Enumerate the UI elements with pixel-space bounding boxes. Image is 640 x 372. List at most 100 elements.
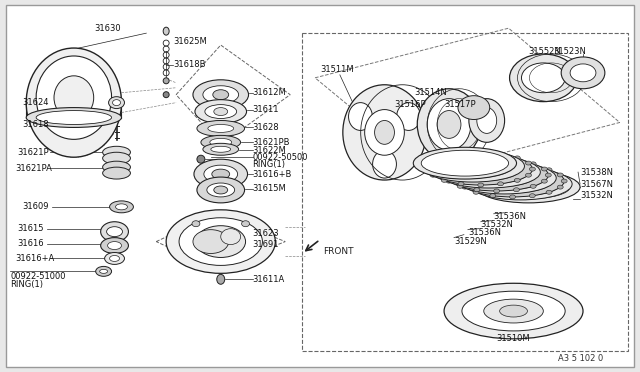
Ellipse shape: [561, 57, 605, 89]
Ellipse shape: [26, 108, 122, 128]
Ellipse shape: [487, 175, 570, 199]
Ellipse shape: [462, 185, 468, 189]
Ellipse shape: [109, 256, 120, 262]
Text: 31621P: 31621P: [17, 148, 49, 157]
Ellipse shape: [561, 179, 567, 183]
Text: 31552N: 31552N: [529, 46, 561, 55]
Text: 31532N: 31532N: [580, 192, 613, 201]
Ellipse shape: [449, 160, 529, 184]
Ellipse shape: [474, 158, 480, 163]
Ellipse shape: [413, 147, 516, 179]
Ellipse shape: [490, 164, 496, 169]
Ellipse shape: [457, 163, 536, 187]
Ellipse shape: [163, 78, 169, 84]
Ellipse shape: [430, 161, 436, 165]
Text: 00922-50500: 00922-50500: [253, 153, 308, 162]
Ellipse shape: [197, 177, 244, 203]
Text: RING(1): RING(1): [253, 160, 285, 169]
Ellipse shape: [477, 171, 580, 203]
Ellipse shape: [203, 86, 239, 104]
Ellipse shape: [529, 167, 536, 171]
Ellipse shape: [444, 283, 583, 339]
Ellipse shape: [493, 157, 500, 161]
Ellipse shape: [179, 218, 262, 265]
Ellipse shape: [109, 201, 133, 213]
Ellipse shape: [102, 167, 131, 179]
Ellipse shape: [426, 167, 432, 171]
Ellipse shape: [497, 153, 504, 157]
Ellipse shape: [458, 153, 464, 157]
Text: 31625M: 31625M: [173, 36, 207, 46]
Text: 31630: 31630: [95, 24, 122, 33]
Ellipse shape: [490, 194, 496, 198]
Ellipse shape: [196, 226, 246, 257]
Ellipse shape: [442, 156, 447, 160]
Ellipse shape: [192, 221, 200, 227]
Ellipse shape: [446, 167, 452, 171]
Ellipse shape: [437, 156, 540, 188]
Ellipse shape: [163, 27, 169, 35]
Text: 31529N: 31529N: [454, 237, 487, 246]
Ellipse shape: [207, 183, 235, 197]
Ellipse shape: [461, 165, 564, 197]
Ellipse shape: [427, 99, 471, 150]
Ellipse shape: [457, 185, 463, 188]
Ellipse shape: [102, 161, 131, 173]
Ellipse shape: [509, 163, 516, 167]
Ellipse shape: [100, 269, 108, 273]
Text: 31618: 31618: [22, 120, 49, 129]
Ellipse shape: [522, 63, 565, 93]
Ellipse shape: [102, 146, 131, 158]
Ellipse shape: [474, 188, 480, 192]
Text: RING(1): RING(1): [10, 280, 44, 289]
Ellipse shape: [446, 179, 452, 183]
Ellipse shape: [442, 173, 448, 177]
Ellipse shape: [201, 135, 241, 149]
Ellipse shape: [194, 159, 248, 189]
Ellipse shape: [96, 266, 111, 276]
Ellipse shape: [546, 190, 552, 194]
Text: 31514N: 31514N: [414, 88, 447, 97]
Ellipse shape: [457, 162, 463, 166]
Text: 31567N: 31567N: [580, 180, 613, 189]
FancyBboxPatch shape: [6, 5, 634, 367]
Ellipse shape: [193, 80, 248, 110]
Ellipse shape: [36, 56, 111, 140]
Ellipse shape: [211, 146, 230, 152]
Ellipse shape: [217, 274, 225, 284]
Ellipse shape: [458, 96, 490, 119]
Ellipse shape: [478, 183, 484, 187]
Ellipse shape: [163, 92, 169, 98]
Ellipse shape: [478, 151, 484, 155]
Ellipse shape: [529, 164, 535, 169]
Text: 31510M: 31510M: [497, 334, 531, 343]
Ellipse shape: [541, 179, 547, 183]
Ellipse shape: [210, 138, 232, 146]
Ellipse shape: [372, 150, 396, 178]
Text: 31618B: 31618B: [173, 60, 205, 70]
Ellipse shape: [437, 110, 461, 138]
Text: 31611: 31611: [253, 105, 279, 114]
Ellipse shape: [203, 143, 239, 155]
Ellipse shape: [195, 100, 246, 124]
Ellipse shape: [530, 162, 536, 166]
Ellipse shape: [515, 178, 520, 182]
Ellipse shape: [197, 155, 205, 163]
Ellipse shape: [421, 150, 524, 182]
Ellipse shape: [54, 76, 93, 119]
Ellipse shape: [465, 166, 544, 190]
Text: 31621PB: 31621PB: [253, 138, 290, 147]
Ellipse shape: [462, 173, 468, 177]
Ellipse shape: [477, 108, 497, 134]
Ellipse shape: [241, 221, 250, 227]
Ellipse shape: [481, 172, 560, 196]
Ellipse shape: [214, 186, 228, 194]
Ellipse shape: [197, 121, 244, 137]
Ellipse shape: [166, 210, 275, 273]
Ellipse shape: [107, 227, 122, 237]
Ellipse shape: [557, 173, 563, 177]
Text: 31523N: 31523N: [553, 46, 586, 55]
Ellipse shape: [204, 165, 237, 183]
Text: 31536N: 31536N: [493, 212, 527, 221]
Text: 31628: 31628: [253, 123, 279, 132]
